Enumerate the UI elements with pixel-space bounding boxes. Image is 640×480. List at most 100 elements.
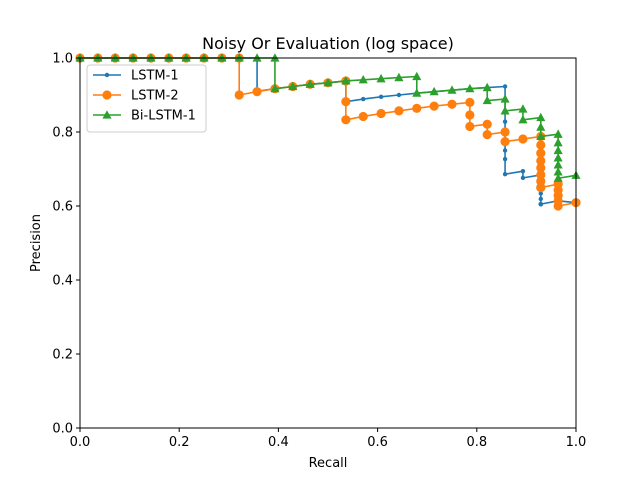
data-point — [500, 137, 510, 147]
data-point — [164, 53, 174, 62]
data-point — [536, 112, 546, 122]
data-point — [536, 122, 546, 131]
data-point — [75, 53, 85, 62]
data-point — [500, 106, 510, 115]
data-point — [536, 148, 546, 158]
data-point — [500, 127, 510, 137]
data-point — [553, 153, 563, 162]
data-point — [412, 71, 422, 81]
data-point — [270, 53, 280, 62]
data-point — [536, 140, 546, 150]
data-point — [288, 81, 298, 91]
legend-entry: Bi-LSTM-1 — [93, 109, 196, 124]
legend-marker — [102, 110, 112, 119]
data-point — [553, 160, 563, 169]
data-point — [538, 201, 543, 207]
y-tick-label: 0.0 — [52, 422, 73, 437]
y-axis-ticks: 0.0 0.2 0.4 0.6 0.8 1.0 — [52, 52, 80, 437]
data-point — [465, 97, 475, 107]
data-point — [465, 121, 475, 132]
data-point — [412, 103, 422, 113]
data-point — [520, 175, 526, 181]
data-point — [538, 191, 543, 196]
data-point — [520, 169, 526, 174]
data-point — [394, 72, 404, 82]
data-point — [553, 137, 563, 147]
data-point — [518, 104, 528, 113]
y-tick-label: 0.4 — [52, 274, 73, 289]
data-point — [93, 53, 103, 62]
data-point — [482, 82, 492, 92]
data-point — [465, 83, 475, 93]
data-point — [341, 97, 351, 107]
x-axis-label: Recall — [309, 456, 348, 471]
data-point — [502, 119, 508, 124]
data-point — [252, 87, 262, 97]
data-point — [234, 53, 244, 62]
data-point — [553, 173, 563, 182]
y-axis-label: Precision — [29, 214, 44, 272]
data-point — [394, 106, 404, 116]
legend-entries: LSTM-1 LSTM-2 Bi-LSTM-1 — [93, 69, 196, 124]
x-tick-label: 0.2 — [169, 435, 190, 450]
chart-title: Noisy Or Evaluation (log space) — [202, 34, 454, 53]
data-point — [482, 119, 492, 129]
data-point — [252, 53, 262, 62]
data-point — [429, 101, 439, 111]
x-axis-ticks: 0.0 0.2 0.4 0.6 0.8 1.0 — [70, 428, 587, 450]
x-tick-label: 0.8 — [466, 435, 487, 450]
x-tick-label: 1.0 — [566, 435, 587, 450]
y-tick-label: 0.8 — [52, 126, 73, 141]
data-point — [305, 79, 315, 88]
data-point — [553, 129, 563, 138]
data-point — [502, 171, 508, 177]
data-point — [358, 75, 368, 84]
data-point — [465, 110, 475, 120]
data-point — [482, 95, 492, 105]
data-point — [482, 129, 492, 140]
data-point — [234, 90, 244, 100]
data-point — [502, 148, 508, 153]
legend-marker — [102, 90, 112, 100]
data-point — [358, 111, 368, 122]
data-point — [412, 88, 422, 97]
data-point — [341, 76, 351, 85]
data-point — [396, 92, 402, 98]
data-point — [518, 114, 528, 124]
data-point — [553, 201, 563, 211]
legend-label: LSTM-1 — [131, 69, 179, 84]
data-point — [536, 163, 546, 173]
data-point — [376, 108, 386, 119]
y-tick-label: 0.6 — [52, 200, 73, 215]
data-point — [553, 167, 563, 176]
data-point — [376, 73, 386, 83]
data-point — [199, 53, 209, 62]
legend-entry: LSTM-1 — [93, 69, 179, 84]
data-point — [110, 53, 120, 62]
legend-label: LSTM-2 — [131, 89, 179, 104]
data-point — [270, 83, 280, 93]
x-tick-label: 0.6 — [367, 435, 388, 450]
data-point — [502, 156, 508, 162]
data-point — [536, 131, 546, 141]
data-point — [128, 53, 138, 62]
data-point — [536, 182, 546, 193]
y-tick-label: 1.0 — [52, 52, 73, 67]
data-point — [536, 176, 546, 186]
data-point — [447, 85, 457, 94]
legend-marker — [104, 72, 110, 78]
data-point — [538, 196, 543, 202]
data-point — [361, 96, 366, 102]
data-point — [146, 53, 156, 62]
x-tick-label: 0.0 — [70, 435, 91, 450]
data-point — [181, 53, 191, 62]
data-point — [536, 156, 546, 166]
legend-entry: LSTM-2 — [93, 89, 179, 104]
plot-frame — [79, 57, 577, 429]
data-point — [341, 115, 351, 125]
data-point — [536, 170, 546, 180]
data-point — [553, 145, 563, 155]
legend-label: Bi-LSTM-1 — [131, 109, 196, 124]
data-point — [323, 77, 333, 87]
